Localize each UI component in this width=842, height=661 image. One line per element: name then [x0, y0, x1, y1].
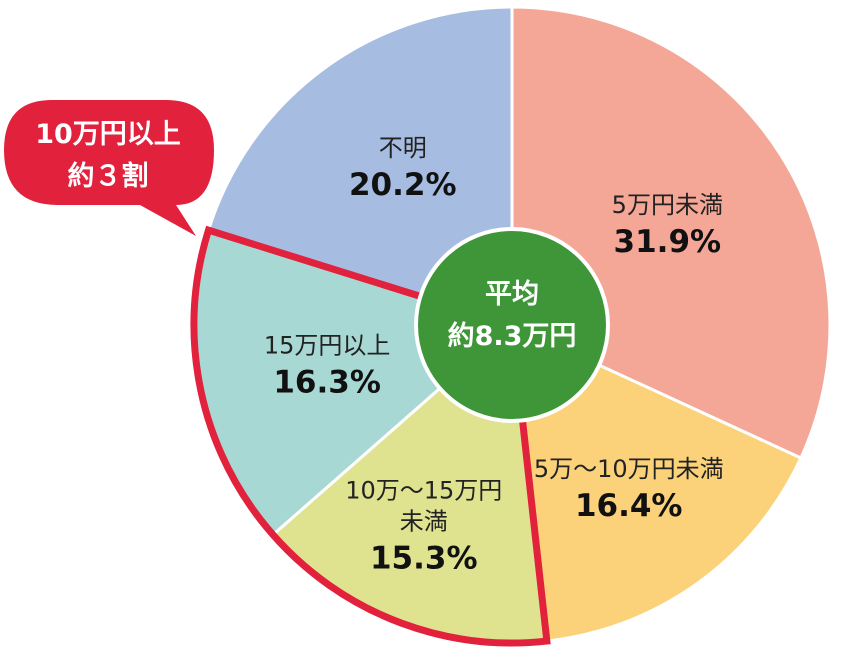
slice-3-label-line-2: 未満 [400, 508, 448, 536]
slice-5-label: 不明 [379, 134, 427, 162]
callout-line-1: 10万円以上 [35, 119, 181, 150]
slice-1-value-label: 31.9% [614, 224, 722, 260]
center-label-line-1: 平均 [485, 279, 539, 310]
highlight-outline-layer [190, 225, 551, 647]
callout-line-2: 約３割 [68, 160, 149, 192]
callout-shape [4, 100, 214, 236]
slice-4-label: 15万円以上 [264, 331, 391, 359]
highlight-outline [190, 225, 551, 647]
slice-2-wedge [510, 322, 803, 643]
center-label-line-2: 約8.3万円 [448, 320, 577, 352]
slice-2-value-label: 16.4% [575, 488, 683, 524]
average-center-badge: 平均 約8.3万円 [414, 227, 610, 423]
slice-3-value-label: 15.3% [370, 541, 478, 577]
slice-4-value-label: 16.3% [273, 364, 381, 400]
slice-5-wedge [206, 5, 514, 328]
slice-3-label-line-1: 10万〜15万円 [345, 477, 502, 505]
center-circle [414, 227, 610, 423]
slice-1-label: 5万円未満 [612, 191, 723, 219]
slice-2-label: 5万〜10万円未満 [534, 455, 724, 483]
callout-bubble: 10万円以上 約３割 [4, 100, 214, 236]
slice-5-value-label: 20.2% [349, 167, 457, 203]
